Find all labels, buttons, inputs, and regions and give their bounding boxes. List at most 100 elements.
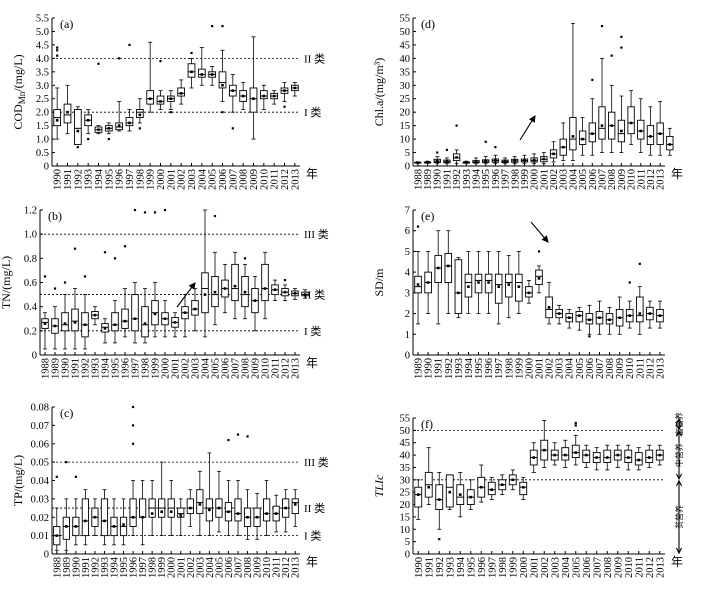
box-plot — [464, 251, 473, 314]
box-iqr — [249, 87, 258, 113]
outlier-point — [283, 105, 286, 108]
box-plot — [550, 442, 559, 466]
box-plot — [243, 435, 252, 540]
outlier-point — [638, 262, 641, 265]
box-plot — [487, 476, 496, 501]
outlier-point — [283, 278, 287, 282]
reference-line-label: III 类 — [304, 455, 329, 469]
x-tick-label: 2013 — [656, 169, 667, 190]
outlier-point — [138, 127, 141, 130]
x-tick-label: 1998 — [510, 169, 521, 190]
x-tick-label: 2009 — [617, 169, 628, 190]
box-plot — [241, 257, 249, 320]
x-tick-label: 1998 — [141, 358, 152, 379]
x-tick-label: 2003 — [187, 169, 198, 190]
x-tick-label: 2012 — [645, 557, 656, 578]
box-plot — [498, 474, 507, 496]
reference-line-label: II 类 — [304, 501, 325, 515]
box-iqr — [177, 507, 185, 518]
x-tick-label: 2004 — [568, 168, 579, 190]
box-mean-marker — [183, 311, 187, 315]
box-mean-marker — [436, 266, 440, 270]
x-tick-label: 2013 — [655, 358, 666, 379]
x-tick-label: 1996 — [484, 358, 495, 379]
y-tick-label: 0.04 — [31, 476, 50, 487]
box-plot — [540, 152, 548, 164]
outlier-point — [231, 127, 234, 130]
x-tick-label: 2009 — [249, 169, 260, 190]
box-mean-marker — [629, 121, 633, 125]
outlier-point — [213, 214, 217, 218]
outlier-point — [63, 281, 67, 284]
y-axis-label-rest: ³) — [372, 58, 386, 66]
box-mean-marker — [507, 283, 511, 286]
box-mean-marker — [293, 292, 297, 295]
x-tick-label: 1996 — [491, 169, 502, 190]
x-tick-label: 1997 — [487, 557, 498, 578]
x-tick-label: 2011 — [634, 557, 645, 578]
box-mean-marker — [231, 89, 235, 92]
box-mean-marker — [600, 124, 604, 127]
x-tick-label: 1991 — [71, 358, 82, 379]
box-mean-marker — [448, 490, 452, 494]
box-mean-marker — [571, 135, 575, 138]
x-tick-label: 1997 — [131, 358, 142, 379]
box-plot — [218, 24, 227, 114]
x-tick-label: 2009 — [251, 358, 262, 379]
x-tick-label: 2007 — [228, 169, 239, 190]
reference-line-label: I 类 — [304, 324, 321, 338]
box-plot — [119, 498, 128, 546]
x-tick-label: 2004 — [565, 357, 576, 379]
box-mean-marker — [557, 312, 561, 315]
box-plot — [456, 471, 465, 518]
x-tick-label: 1998 — [504, 358, 515, 379]
x-tick-label: 2005 — [575, 358, 586, 379]
box-plot — [81, 489, 89, 546]
outlier-point — [236, 433, 240, 436]
panel-label: (f) — [421, 417, 433, 431]
reference-line-label: II 类 — [304, 51, 325, 65]
y-tick-label: 0.8 — [24, 254, 37, 265]
x-tick-label: 2006 — [218, 169, 229, 190]
box-mean-marker — [626, 456, 630, 459]
box-plot — [656, 300, 664, 329]
box-plot — [215, 470, 223, 533]
x-tick-label: 2002 — [545, 358, 556, 379]
x-tick-label: 2000 — [167, 557, 178, 578]
box-plot — [115, 57, 124, 132]
box-plot — [525, 280, 533, 304]
box-plot — [111, 257, 119, 344]
box-plot — [301, 289, 309, 299]
box-plot — [414, 225, 422, 325]
box-plot — [100, 489, 109, 546]
x-tick-label: 1994 — [94, 168, 105, 190]
box-plot — [491, 146, 500, 164]
box-plot — [148, 480, 156, 537]
box-plot — [545, 282, 553, 325]
outlier-point — [620, 35, 623, 38]
box-plot — [613, 444, 622, 468]
box-plot — [271, 279, 279, 302]
x-tick-label: 1992 — [435, 557, 446, 578]
box-plot — [221, 263, 229, 314]
box-mean-marker — [416, 283, 420, 286]
box-mean-marker — [200, 73, 204, 76]
outlier-point — [163, 208, 167, 212]
outlier-point — [133, 208, 137, 212]
x-tick-label: 1996 — [121, 358, 132, 379]
band-arrow-up — [676, 479, 682, 487]
outlier-point — [74, 475, 77, 478]
box-plot — [424, 251, 432, 314]
y-tick-label: 4.0 — [36, 54, 49, 65]
box-iqr — [197, 68, 206, 78]
box-plot — [443, 148, 451, 164]
box-plot — [228, 74, 237, 130]
outlier-point — [221, 24, 224, 28]
x-tick-label: 1989 — [414, 358, 425, 379]
year-suffix-label: 年 — [306, 167, 318, 181]
box-plot — [62, 461, 70, 551]
box-mean-marker — [435, 159, 439, 163]
box-iqr — [156, 95, 165, 105]
box-plot — [666, 127, 674, 156]
box-mean-marker — [293, 86, 297, 90]
